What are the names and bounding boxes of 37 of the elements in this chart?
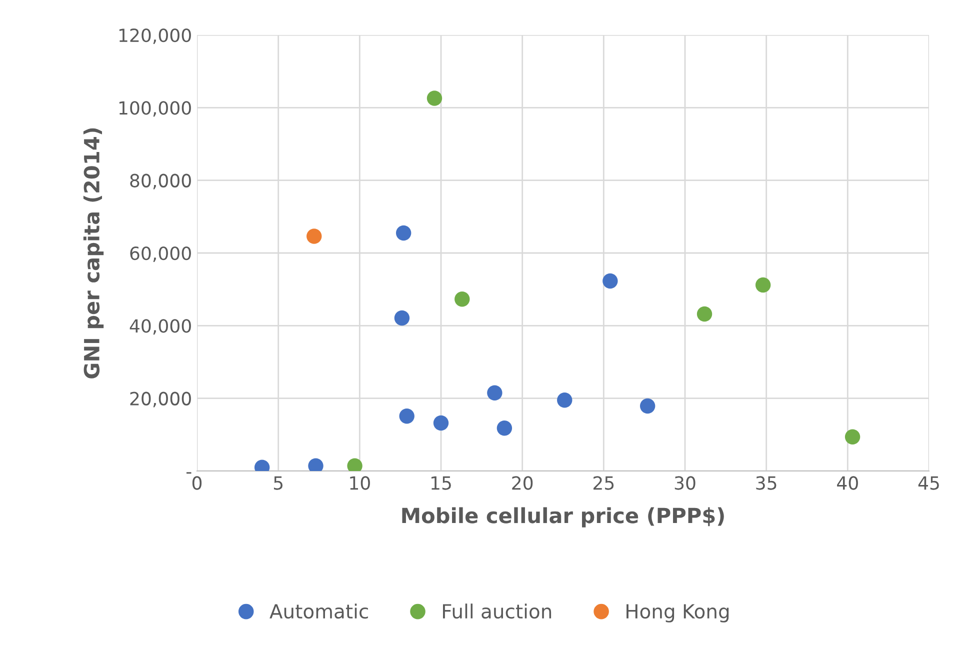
point — [487, 385, 502, 400]
point — [696, 306, 712, 322]
point — [433, 415, 449, 431]
point — [426, 90, 442, 106]
y-axis-title: GNI per capita (2014) — [83, 128, 104, 378]
point — [496, 420, 512, 436]
x-tick-label: 15 — [431, 476, 451, 490]
x-tick-label: 10 — [350, 476, 370, 490]
point — [844, 429, 860, 444]
point — [396, 225, 412, 241]
y-tick-label: - — [186, 472, 192, 474]
x-tick-label: 20 — [512, 476, 533, 490]
point — [394, 310, 410, 326]
point — [640, 398, 656, 414]
point — [399, 408, 414, 424]
x-tick-label: 0 — [192, 476, 202, 490]
point — [454, 292, 470, 307]
x-tick-label: 45 — [918, 476, 939, 490]
y-tick-label: 120,000 — [119, 28, 191, 44]
x-tick-label: 40 — [837, 476, 858, 490]
y-tick-label: 20,000 — [130, 392, 191, 408]
y-tick-label: 40,000 — [130, 319, 191, 335]
point — [755, 277, 771, 293]
x-tick-label: 35 — [756, 476, 776, 490]
legend-label: Hong Kong — [626, 604, 729, 622]
y-tick-label: 80,000 — [130, 174, 191, 190]
point — [557, 392, 572, 408]
legend-label: Automatic — [270, 604, 368, 619]
point — [306, 228, 322, 244]
x-axis-title: Mobile cellular price (PPP$) — [402, 507, 724, 528]
x-tick-label: 30 — [674, 476, 696, 490]
y-tick-label: 60,000 — [130, 246, 191, 262]
x-tick-label: 25 — [594, 476, 614, 490]
y-tick-label: 100,000 — [119, 101, 191, 117]
legend-label: Full auction — [443, 604, 552, 619]
x-tick-label: 5 — [274, 476, 282, 490]
point — [602, 273, 618, 289]
